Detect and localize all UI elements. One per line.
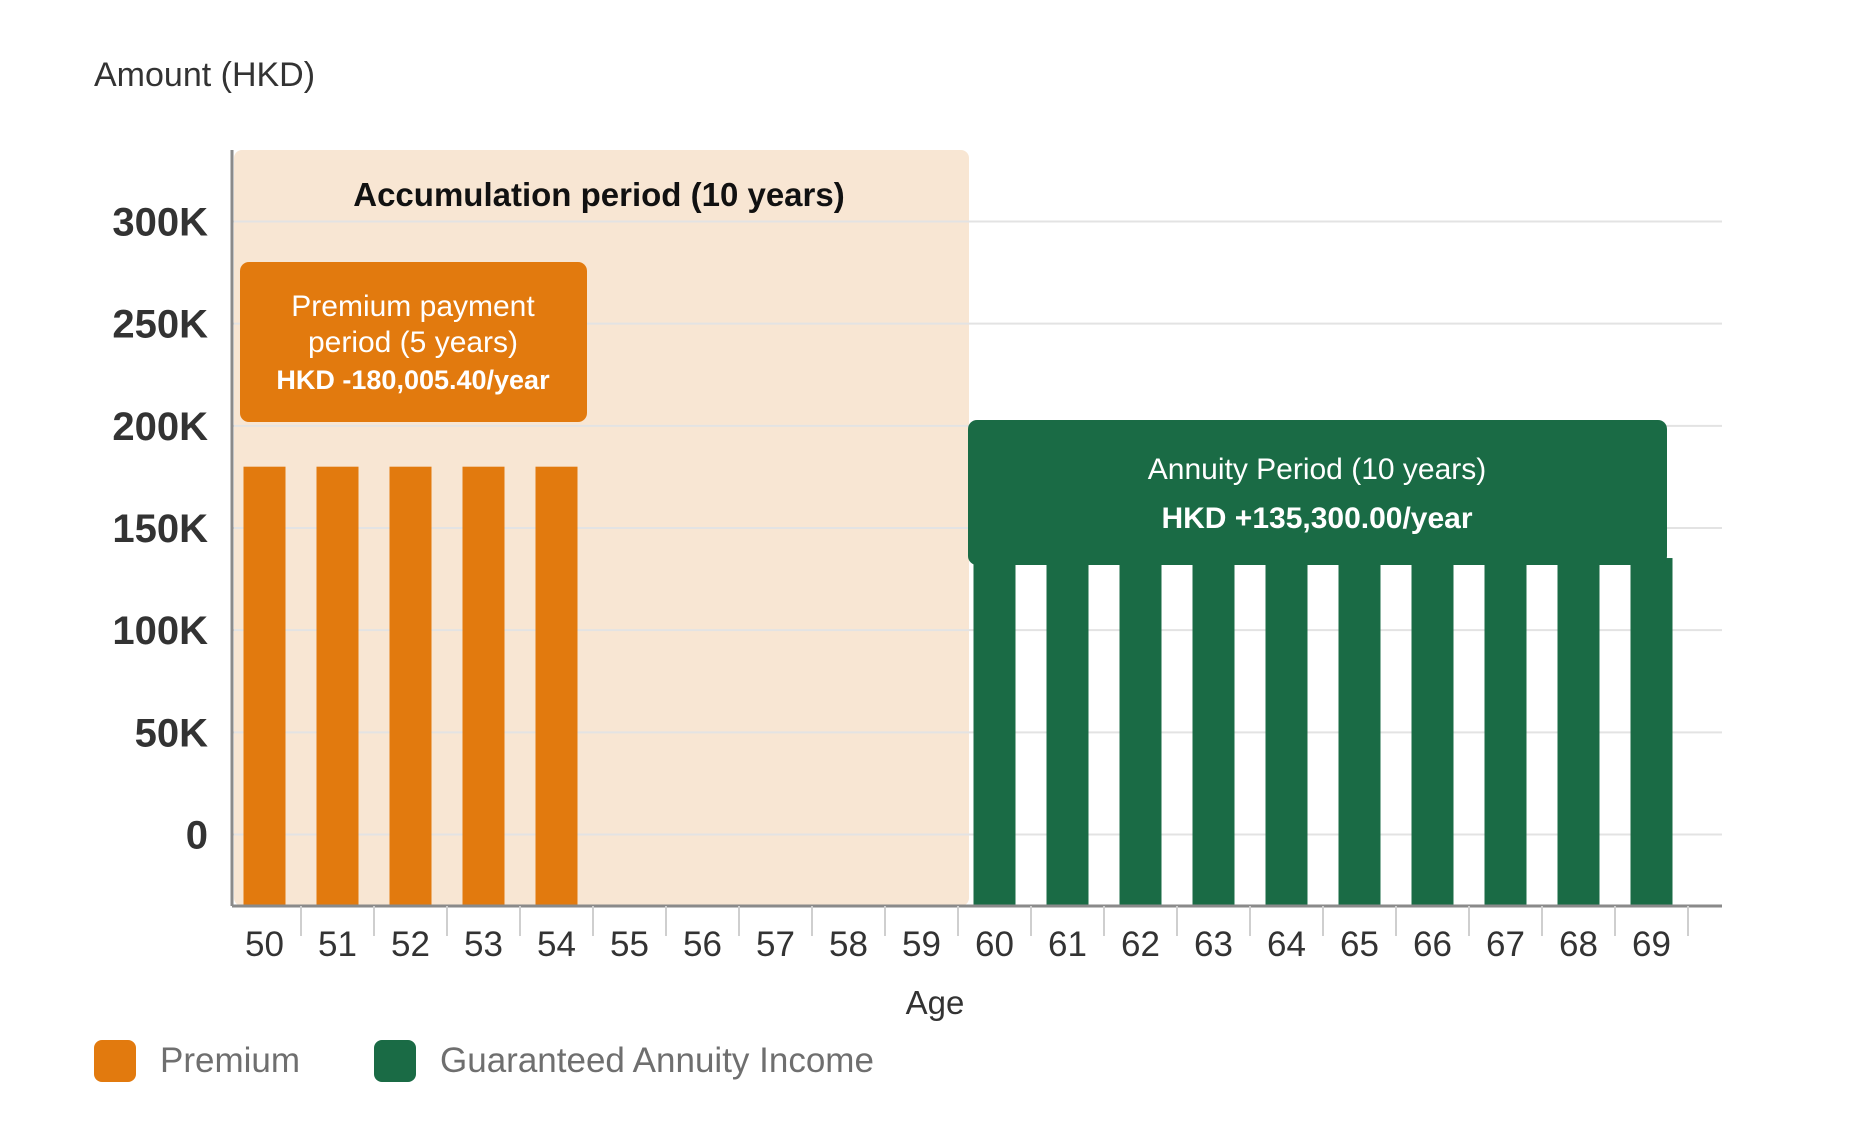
legend-label-annuity: Guaranteed Annuity Income: [440, 1041, 874, 1080]
y-tick-label: 150K: [112, 507, 208, 551]
x-tick-label: 50: [245, 925, 284, 964]
x-axis-title: Age: [905, 984, 965, 1021]
y-tick-label: 100K: [112, 609, 208, 653]
premium-box-line2: period (5 years): [308, 326, 518, 359]
premium-box-line1: Premium payment: [291, 290, 535, 323]
premium-bar: [535, 466, 578, 906]
x-tick-label: 65: [1340, 925, 1379, 964]
annuity-bar: [973, 558, 1016, 906]
annuity-period-box: [968, 420, 1667, 565]
premium-bar: [243, 466, 286, 906]
x-tick-label: 55: [610, 925, 649, 964]
x-tick-label: 56: [683, 925, 722, 964]
x-tick-label: 58: [829, 925, 868, 964]
annuity-bar: [1411, 558, 1454, 906]
annuity-bar: [1119, 558, 1162, 906]
y-tick-label: 300K: [112, 201, 208, 245]
y-tick-label: 200K: [112, 405, 208, 449]
x-tick-label: 54: [537, 925, 576, 964]
y-tick-label: 0: [186, 813, 208, 857]
annuity-box-amount: HKD +135,300.00/year: [1161, 502, 1472, 535]
accumulation-period-label: Accumulation period (10 years): [353, 176, 844, 213]
legend: Premium Guaranteed Annuity Income: [94, 1040, 948, 1082]
x-tick-label: 53: [464, 925, 503, 964]
y-axis-title: Amount (HKD): [94, 56, 316, 94]
annuity-bar: [1338, 558, 1381, 906]
y-tick-label: 250K: [112, 303, 208, 347]
legend-item-premium: Premium: [94, 1040, 300, 1082]
annuity-bar: [1484, 558, 1527, 906]
x-tick-label: 69: [1632, 925, 1671, 964]
y-tick-label: 50K: [135, 711, 208, 755]
annuity-bar: [1192, 558, 1235, 906]
x-tick-label: 68: [1559, 925, 1598, 964]
x-tick-label: 61: [1048, 925, 1087, 964]
premium-bar: [462, 466, 505, 906]
x-tick-label: 67: [1486, 925, 1525, 964]
x-tick-label: 64: [1267, 925, 1306, 964]
legend-label-premium: Premium: [160, 1041, 301, 1080]
annuity-box-line1: Annuity Period (10 years): [1148, 453, 1487, 486]
x-tick-label: 52: [391, 925, 430, 964]
annuity-bar: [1557, 558, 1600, 906]
x-tick-label: 62: [1121, 925, 1160, 964]
premium-bar: [389, 466, 432, 906]
annuity-bar: [1630, 558, 1673, 906]
x-tick-label: 66: [1413, 925, 1452, 964]
x-tick-label: 51: [318, 925, 357, 964]
legend-swatch-annuity: [374, 1040, 417, 1082]
premium-period-box: [240, 262, 587, 422]
x-tick-label: 59: [902, 925, 941, 964]
x-tick-label: 57: [756, 925, 795, 964]
annuity-bar: [1046, 558, 1089, 906]
premium-bar: [316, 466, 359, 906]
legend-swatch-premium: [94, 1040, 136, 1082]
annuity-bar: [1265, 558, 1308, 906]
legend-item-annuity: Guaranteed Annuity Income: [374, 1040, 874, 1082]
x-tick-label: 60: [975, 925, 1014, 964]
x-tick-label: 63: [1194, 925, 1233, 964]
bar-chart: 0 50K 100K 150K 200K 250K 300K Accumulation per…: [112, 150, 1722, 964]
premium-box-amount: HKD -180,005.40/year: [276, 365, 550, 395]
